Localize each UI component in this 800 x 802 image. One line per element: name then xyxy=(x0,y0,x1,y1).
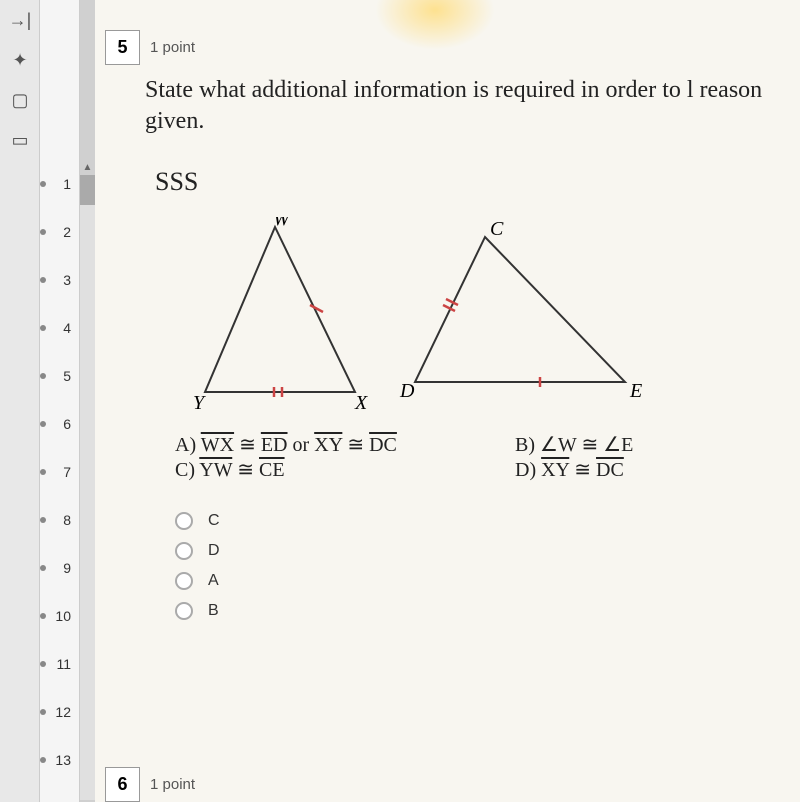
answer-b: B) ∠W ≅ ∠E xyxy=(515,432,633,457)
label-w: W xyxy=(273,217,292,230)
thumb-6[interactable]: 6 xyxy=(40,400,79,448)
next-question-number: 6 xyxy=(105,767,140,802)
next-point-label: 1 point xyxy=(150,776,195,793)
label-e: E xyxy=(629,380,642,402)
thumbnail-panel: 1 2 3 4 5 6 7 8 9 10 11 12 13 xyxy=(40,0,80,802)
option-c[interactable]: C xyxy=(175,512,800,530)
question-text: State what additional information is req… xyxy=(145,75,790,137)
triangle-wyx xyxy=(205,227,355,392)
scroll-up-arrow[interactable]: ▲ xyxy=(80,160,95,175)
option-b[interactable]: B xyxy=(175,602,800,620)
thumb-12[interactable]: 12 xyxy=(40,688,79,736)
thumb-8[interactable]: 8 xyxy=(40,496,79,544)
radio-options: C D A B xyxy=(175,512,800,620)
option-c-label: C xyxy=(208,512,220,530)
next-question-header: 6 1 point xyxy=(105,767,195,802)
method-label: SSS xyxy=(155,167,800,197)
answer-d: D) XY ≅ DC xyxy=(515,457,624,482)
thumb-7[interactable]: 7 xyxy=(40,448,79,496)
scroll-thumb[interactable] xyxy=(80,175,95,205)
triangle-cde xyxy=(415,237,625,382)
thumb-11[interactable]: 11 xyxy=(40,640,79,688)
thumb-10[interactable]: 10 xyxy=(40,592,79,640)
pin-icon[interactable]: ✦ xyxy=(0,40,40,80)
label-x: X xyxy=(354,392,368,414)
thumb-1[interactable]: 1 xyxy=(40,160,79,208)
question-header: 5 1 point xyxy=(105,30,800,65)
thumb-4[interactable]: 4 xyxy=(40,304,79,352)
answer-a: A) WX ≅ ED or XY ≅ DC xyxy=(175,432,515,457)
answer-choices: A) WX ≅ ED or XY ≅ DC B) ∠W ≅ ∠E C) YW ≅… xyxy=(175,432,800,482)
option-b-label: B xyxy=(208,602,219,620)
radio-b[interactable] xyxy=(175,602,193,620)
option-a-label: A xyxy=(208,572,219,590)
thumb-5[interactable]: 5 xyxy=(40,352,79,400)
label-d: D xyxy=(399,380,415,402)
thumb-3[interactable]: 3 xyxy=(40,256,79,304)
option-d[interactable]: D xyxy=(175,542,800,560)
page-icon[interactable]: ▢ xyxy=(0,80,40,120)
layout-icon[interactable]: ▭ xyxy=(0,120,40,160)
answer-c: C) YW ≅ CE xyxy=(175,457,515,482)
radio-c[interactable] xyxy=(175,512,193,530)
collapse-icon[interactable]: →| xyxy=(0,0,40,40)
tool-sidebar: →| ✦ ▢ ▭ xyxy=(0,0,40,802)
point-label: 1 point xyxy=(150,39,195,56)
thumb-2[interactable]: 2 xyxy=(40,208,79,256)
option-d-label: D xyxy=(208,542,220,560)
option-a[interactable]: A xyxy=(175,572,800,590)
thumb-9[interactable]: 9 xyxy=(40,544,79,592)
radio-d[interactable] xyxy=(175,542,193,560)
triangles-svg: W Y X C D E xyxy=(155,217,675,417)
scrollbar[interactable]: ▲ xyxy=(80,160,95,800)
main-content: 5 1 point State what additional informat… xyxy=(95,0,800,802)
question-number-box: 5 xyxy=(105,30,140,65)
thumb-13[interactable]: 13 xyxy=(40,736,79,784)
radio-a[interactable] xyxy=(175,572,193,590)
label-y: Y xyxy=(193,392,206,414)
triangles-diagram: W Y X C D E xyxy=(155,217,800,427)
label-c: C xyxy=(490,218,504,240)
